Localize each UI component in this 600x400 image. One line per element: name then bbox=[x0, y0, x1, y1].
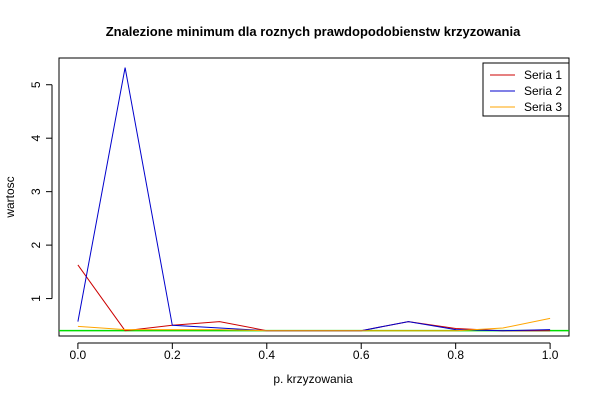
x-tick-label: 0.8 bbox=[447, 348, 464, 362]
y-tick-label: 5 bbox=[29, 81, 43, 88]
y-tick-label: 4 bbox=[29, 135, 43, 142]
x-tick-label: 0.0 bbox=[70, 348, 87, 362]
series-line-2 bbox=[77, 67, 551, 332]
legend-label: Seria 3 bbox=[524, 100, 562, 114]
y-tick-label: 2 bbox=[29, 241, 43, 248]
y-axis-label: wartosc bbox=[3, 176, 17, 218]
x-tick-label: 1.0 bbox=[542, 348, 559, 362]
series-line-3 bbox=[77, 317, 551, 332]
y-axis: 1 2 3 4 5 bbox=[29, 81, 53, 302]
legend-label: Seria 2 bbox=[524, 84, 562, 98]
x-tick-label: 0.2 bbox=[164, 348, 181, 362]
chart-title: Znalezione minimum dla roznych prawdopod… bbox=[106, 24, 521, 39]
x-tick-label: 0.6 bbox=[353, 348, 370, 362]
plot-frame bbox=[58, 57, 570, 337]
legend: Seria 1 Seria 2 Seria 3 bbox=[482, 62, 570, 117]
y-tick-label: 1 bbox=[29, 295, 43, 302]
x-tick-label: 0.4 bbox=[258, 348, 275, 362]
legend-label: Seria 1 bbox=[524, 68, 562, 82]
y-tick-label: 3 bbox=[29, 188, 43, 195]
x-axis-label: p. krzyzowania bbox=[273, 372, 353, 386]
x-axis: 0.0 0.2 0.4 0.6 0.8 1.0 bbox=[70, 342, 559, 362]
series-layer bbox=[77, 67, 551, 332]
series-line-1 bbox=[77, 264, 551, 332]
